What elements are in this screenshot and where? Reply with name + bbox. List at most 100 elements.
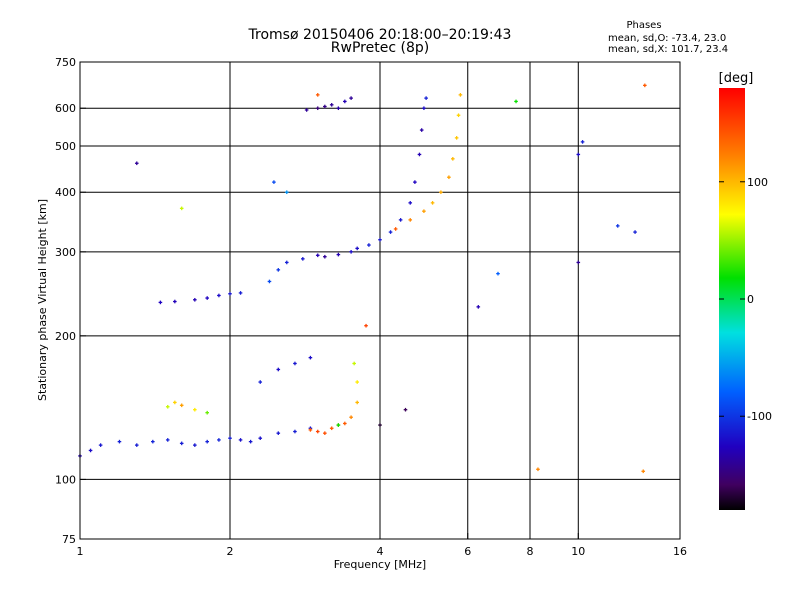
data-point [98, 443, 103, 447]
data-point [88, 448, 93, 453]
data-point [267, 279, 272, 284]
data-point [451, 157, 455, 161]
x-tick-label: 10 [571, 545, 585, 558]
y-tick-label: 75 [62, 533, 76, 546]
data-point [117, 439, 122, 444]
data-point [355, 380, 359, 384]
data-point [165, 438, 170, 442]
data-point [343, 421, 347, 426]
data-point [134, 443, 139, 447]
data-point [476, 305, 481, 309]
data-point [633, 230, 637, 234]
data-point [301, 257, 305, 261]
data-point [388, 230, 393, 234]
data-point [352, 361, 356, 366]
data-point [447, 175, 451, 180]
data-point [349, 250, 353, 254]
data-point [408, 218, 413, 222]
grid-lines [80, 62, 680, 539]
data-point [134, 161, 139, 166]
data-point [205, 410, 209, 415]
data-point [349, 415, 353, 420]
colorbar-tick-label: 0 [747, 293, 754, 306]
data-point [228, 436, 232, 441]
data-point [315, 93, 320, 97]
data-point [173, 299, 177, 304]
phase-legend-o-mode: mean, sd,O: -73.4, 23.0 [608, 33, 727, 44]
data-point [217, 438, 221, 442]
data-point [419, 128, 424, 132]
x-tick-label: 8 [527, 545, 534, 558]
y-tick-label: 200 [55, 330, 76, 343]
data-point [228, 291, 232, 296]
data-point [293, 429, 297, 434]
data-point [323, 254, 327, 259]
data-point [315, 429, 320, 434]
data-point [238, 291, 243, 295]
y-tick-label: 300 [55, 246, 76, 259]
data-point [378, 423, 382, 427]
data-point [536, 467, 540, 472]
data-point [422, 106, 426, 111]
y-tick-label: 500 [55, 140, 76, 153]
data-point [329, 426, 334, 431]
data-point [173, 400, 177, 405]
y-tick-label: 750 [55, 56, 76, 69]
data-point [576, 260, 581, 265]
data-point [315, 106, 320, 111]
data-point [284, 190, 289, 195]
data-point [393, 227, 398, 231]
y-axis-ticks: 75 100 200 300 400 500 600 750 [55, 56, 86, 546]
data-point [408, 201, 413, 205]
data-point [355, 400, 359, 405]
chart-subtitle: RwPretec (8p) [330, 40, 430, 56]
y-tick-label: 400 [55, 186, 76, 199]
y-tick-label: 600 [55, 102, 76, 115]
colorbar-tick-label: 100 [747, 176, 768, 189]
x-axis-label: Frequency [MHz] [334, 558, 426, 571]
data-point [424, 96, 428, 100]
data-point [355, 246, 359, 251]
data-point [336, 252, 341, 257]
data-point [304, 108, 309, 112]
x-tick-label: 1 [77, 545, 84, 558]
data-points [78, 83, 647, 474]
y-tick-label: 100 [55, 473, 76, 486]
data-point [336, 106, 341, 111]
data-point [496, 271, 500, 276]
data-point [514, 99, 518, 104]
data-point [364, 323, 368, 328]
data-point [205, 296, 209, 300]
data-point [378, 237, 382, 242]
data-point [615, 224, 620, 228]
data-point [580, 140, 585, 144]
colorbar-ticks: 100 0 -100 [719, 176, 772, 423]
data-point [641, 469, 646, 474]
data-point [458, 93, 463, 97]
data-point [454, 136, 459, 140]
data-point [308, 428, 313, 432]
data-point [276, 367, 281, 372]
data-point [179, 441, 184, 446]
x-tick-label: 16 [673, 545, 687, 558]
data-point [323, 431, 327, 435]
data-point [193, 443, 197, 447]
data-point [349, 96, 353, 100]
data-point [367, 243, 371, 247]
y-axis-label: Stationary phase Virtual Height [km] [36, 199, 49, 401]
colorbar-label: [deg] [719, 71, 754, 86]
data-point [398, 218, 403, 222]
data-point [315, 253, 320, 258]
data-point [456, 113, 461, 118]
data-point [193, 297, 197, 302]
x-tick-label: 2 [227, 545, 234, 558]
data-point [576, 152, 581, 157]
data-point [238, 438, 243, 442]
x-tick-label: 4 [377, 545, 384, 558]
colorbar-tick-label: -100 [747, 410, 772, 423]
data-point [308, 355, 313, 360]
data-point [403, 407, 408, 412]
data-point [284, 260, 289, 265]
data-point [422, 209, 426, 213]
